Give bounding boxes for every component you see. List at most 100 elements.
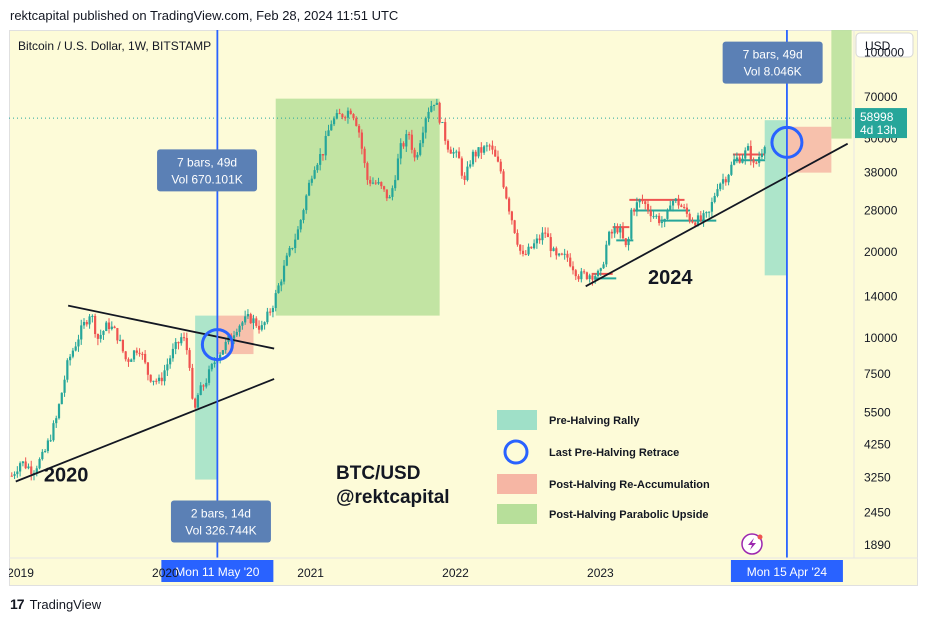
candle-body bbox=[69, 356, 72, 361]
candle-body bbox=[627, 238, 630, 246]
candle-body bbox=[346, 110, 350, 118]
measure-callout-vol: Vol 670.101K bbox=[171, 172, 242, 186]
candle-body bbox=[485, 145, 488, 147]
candle-body bbox=[171, 348, 175, 359]
candle-body bbox=[207, 369, 211, 383]
date-marker-label: Mon 11 May '20 bbox=[175, 565, 259, 579]
candle-body bbox=[185, 337, 188, 351]
candle-body bbox=[163, 370, 166, 382]
candle-body bbox=[710, 201, 714, 212]
currency-button[interactable] bbox=[855, 32, 914, 58]
candle-body bbox=[330, 124, 333, 131]
candle-body bbox=[121, 339, 125, 352]
candle-body bbox=[758, 156, 761, 163]
candle-body bbox=[10, 475, 13, 477]
candle-body bbox=[444, 122, 447, 141]
candle-body bbox=[660, 221, 664, 224]
time-tick-label: 2019 bbox=[9, 566, 34, 580]
candle-body bbox=[302, 210, 305, 221]
candle-body bbox=[257, 325, 261, 330]
candle-body bbox=[155, 380, 158, 382]
candle-body bbox=[105, 322, 108, 331]
candle-body bbox=[46, 440, 49, 452]
candle-body bbox=[244, 316, 247, 323]
candle-body bbox=[435, 102, 438, 105]
candle-body bbox=[652, 216, 655, 218]
candle-body bbox=[169, 358, 172, 365]
candle-body bbox=[366, 163, 369, 180]
candle-body bbox=[307, 182, 311, 196]
candle-body bbox=[235, 331, 238, 336]
candle-body bbox=[80, 325, 83, 340]
candle-body bbox=[410, 134, 413, 150]
legend-label: Post-Halving Re-Accumulation bbox=[549, 479, 710, 491]
candle-body bbox=[35, 468, 38, 473]
time-axis[interactable]: 2019 2020 2021 2022 2023 bbox=[9, 557, 918, 580]
candle-body bbox=[391, 188, 394, 197]
candle-body bbox=[616, 227, 619, 233]
currency-label[interactable]: USD bbox=[865, 39, 891, 53]
candle-body bbox=[452, 152, 455, 154]
candle-body bbox=[310, 178, 313, 183]
candle-body bbox=[385, 189, 388, 199]
candle-body bbox=[488, 145, 491, 147]
candle-body bbox=[521, 250, 525, 254]
candle-body bbox=[430, 106, 433, 112]
candle-body bbox=[571, 266, 575, 271]
candle-body bbox=[199, 385, 202, 396]
candle-body bbox=[146, 362, 150, 375]
price-tick-label: 38000 bbox=[864, 166, 898, 180]
candle-body bbox=[224, 341, 227, 351]
candle-body bbox=[341, 113, 344, 118]
candle-body bbox=[263, 322, 266, 326]
candle-body bbox=[644, 201, 647, 205]
candle-body bbox=[355, 118, 358, 126]
date-marker-label: Mon 15 Apr '24 bbox=[747, 565, 828, 579]
candle-body bbox=[716, 189, 719, 196]
price-tick-label: 2450 bbox=[864, 506, 891, 520]
candle-body bbox=[713, 195, 716, 202]
candle-body bbox=[446, 140, 450, 150]
legend-label: Post-Halving Parabolic Upside bbox=[549, 509, 709, 521]
candle-body bbox=[127, 359, 130, 362]
candle-body bbox=[96, 334, 100, 339]
pre-halving-rally-zone-2024 bbox=[764, 120, 787, 276]
candle-body bbox=[219, 354, 222, 361]
candle-body bbox=[482, 146, 486, 153]
candle-body bbox=[755, 162, 758, 164]
price-tick-label: 3250 bbox=[864, 471, 891, 485]
candle-body bbox=[402, 143, 405, 147]
candle-body bbox=[49, 440, 52, 442]
candle-body bbox=[349, 110, 352, 115]
candle-body bbox=[577, 276, 580, 280]
candle-body bbox=[749, 145, 752, 160]
time-tick-label: 2022 bbox=[442, 566, 469, 580]
watermark-line-1: BTC/USD bbox=[336, 463, 420, 484]
measure-callout-vol: Vol 8.046K bbox=[744, 65, 802, 79]
legend-swatch bbox=[497, 474, 537, 494]
candle-body bbox=[424, 118, 427, 133]
btc-weekly-chart[interactable]: Mon 11 May '20 Mon 15 Apr '24 7 bars, 49d… bbox=[9, 30, 918, 586]
price-axis[interactable]: USD 100000700005000038000280002000014000… bbox=[853, 30, 914, 558]
candle-body bbox=[438, 102, 441, 123]
parabolic-zone-2021 bbox=[275, 98, 440, 316]
measure-callout-bars: 2 bars, 14d bbox=[191, 507, 251, 521]
candle-body bbox=[733, 159, 736, 165]
candle-body bbox=[338, 113, 341, 115]
lightning-icon[interactable] bbox=[741, 533, 763, 555]
candle-body bbox=[141, 353, 144, 355]
price-tick-label: 5500 bbox=[864, 405, 891, 419]
candle-body bbox=[324, 135, 327, 156]
publish-header: rektcapital published on TradingView.com… bbox=[10, 8, 399, 23]
candles-layer bbox=[10, 98, 766, 481]
candle-body bbox=[299, 220, 302, 230]
price-tick-label: 7500 bbox=[864, 367, 891, 381]
candle-body bbox=[138, 352, 141, 354]
candle-body bbox=[705, 212, 708, 214]
candle-body bbox=[255, 318, 258, 326]
candle-body bbox=[416, 154, 419, 158]
candle-body bbox=[510, 211, 513, 221]
rising-trendline-2024 bbox=[585, 142, 849, 288]
candle-body bbox=[319, 154, 322, 165]
candle-body bbox=[249, 314, 252, 324]
